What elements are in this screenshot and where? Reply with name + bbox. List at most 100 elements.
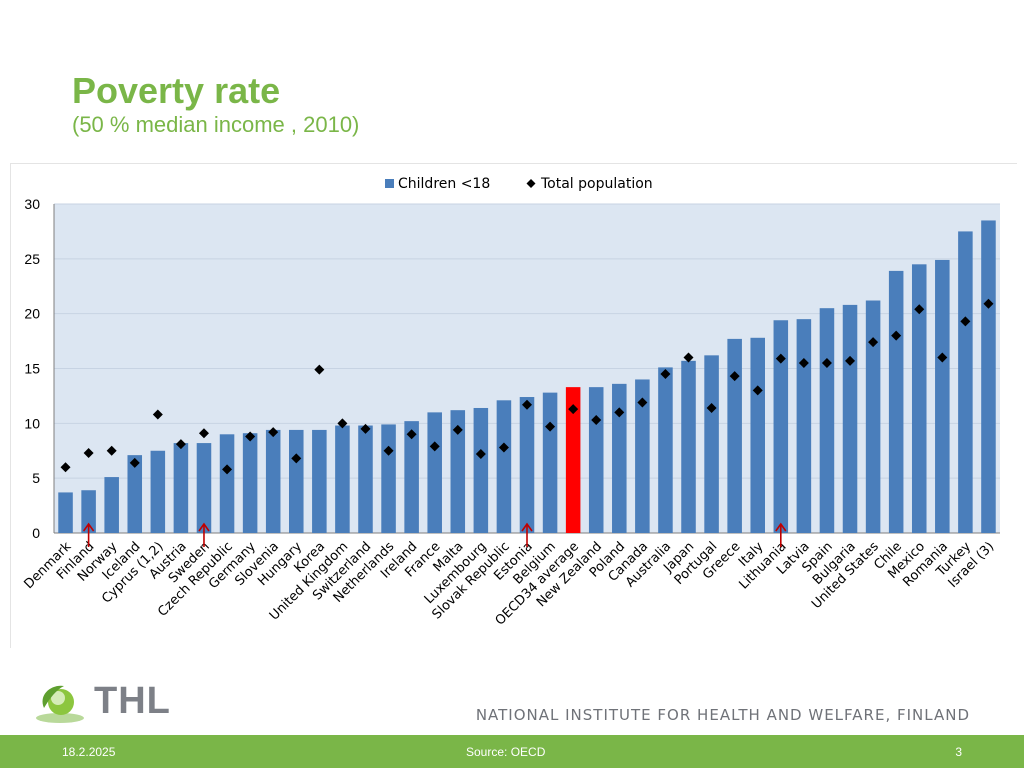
arrow-head <box>198 522 210 532</box>
marker-point <box>683 352 694 363</box>
bar <box>427 412 442 533</box>
bar <box>81 490 96 533</box>
bar <box>935 259 950 533</box>
arrow-head <box>82 522 95 532</box>
arrow-annotation <box>82 522 95 547</box>
marker-point <box>175 439 186 450</box>
bar <box>450 410 466 533</box>
y-tick-label: 10 <box>24 415 40 431</box>
marker-point <box>291 453 302 464</box>
bar <box>658 367 673 533</box>
page-number: 3 <box>955 745 962 759</box>
marker-point <box>245 431 256 442</box>
bar <box>842 304 858 533</box>
marker-point <box>868 337 879 348</box>
bar <box>681 360 696 533</box>
arrow-annotation <box>775 522 787 547</box>
footer-bar: 18.2.2025 Source: OECD 3 <box>0 735 1024 768</box>
marker-point <box>383 445 394 456</box>
bar <box>58 492 73 533</box>
marker-point <box>222 464 233 475</box>
legend-swatch-bar <box>385 179 394 188</box>
y-tick-label: 0 <box>32 525 40 541</box>
marker-point <box>775 353 786 364</box>
footer-date: 18.2.2025 <box>62 745 116 759</box>
arrow-head <box>521 522 533 532</box>
y-tick-label: 25 <box>24 251 40 267</box>
marker-point <box>845 355 856 366</box>
bar <box>796 319 812 533</box>
marker-point <box>406 429 417 440</box>
bar <box>127 455 143 533</box>
bar <box>773 320 789 533</box>
marker-point <box>637 397 648 408</box>
bar <box>150 450 166 533</box>
marker-point <box>798 358 809 369</box>
marker-point <box>960 316 971 327</box>
arrow-annotation <box>198 522 210 547</box>
thl-leaf-logo-icon <box>36 685 84 723</box>
bar <box>888 270 904 533</box>
bar <box>612 383 627 533</box>
bar <box>958 231 973 533</box>
slide-title: Poverty rate <box>72 70 281 111</box>
marker-point <box>752 385 763 396</box>
chart-frame: 0 5 10 15 20 25 30 Denmark Finland Norway Iceland C… <box>10 163 1017 648</box>
bar <box>289 429 304 533</box>
bar <box>335 425 350 533</box>
footer-source: Source: OECD <box>466 745 546 759</box>
marker-point <box>522 399 532 410</box>
bar <box>381 424 396 533</box>
marker-point <box>129 457 140 468</box>
y-tick-label: 5 <box>32 470 40 486</box>
bar <box>588 387 604 533</box>
legend-swatch-marker <box>526 179 536 188</box>
marker-point <box>729 371 740 382</box>
institute-name: NATIONAL INSTITUTE FOR HEALTH AND WELFAR… <box>475 706 970 724</box>
marker-point <box>614 407 625 418</box>
marker-point <box>545 421 556 432</box>
marker-point <box>83 447 94 458</box>
bar <box>265 429 281 533</box>
marker-point <box>591 415 602 426</box>
marker-point <box>983 298 994 309</box>
bar <box>565 387 581 533</box>
bar <box>242 433 258 533</box>
bar <box>635 379 650 533</box>
marker-point <box>821 358 832 369</box>
bar <box>542 392 558 533</box>
y-tick-label: 20 <box>24 306 40 322</box>
y-tick-label: 30 <box>24 196 40 212</box>
marker-point <box>706 402 717 413</box>
marker-point <box>914 304 925 315</box>
bar <box>750 337 765 533</box>
marker-point <box>314 364 325 375</box>
marker-point <box>268 427 279 438</box>
marker-point <box>337 418 348 429</box>
marker-point <box>452 424 463 435</box>
bar <box>196 443 212 533</box>
marker-point <box>568 404 579 415</box>
bar <box>727 338 742 533</box>
bar <box>519 397 535 533</box>
bar <box>704 355 719 533</box>
logo-text: THL <box>94 680 171 722</box>
arrow-head <box>775 522 787 532</box>
bar <box>104 477 119 533</box>
bar <box>473 407 489 533</box>
marker-point <box>429 441 440 452</box>
poverty-rate-chart: 051015202530DenmarkFinlandNorwayIcelandC… <box>21 176 1000 629</box>
marker-point <box>891 330 902 341</box>
bar <box>312 429 327 533</box>
marker-point <box>198 428 209 439</box>
marker-point <box>360 423 371 434</box>
bar <box>219 434 235 533</box>
bar <box>911 264 927 533</box>
marker-point <box>475 449 486 460</box>
marker-point <box>937 352 948 363</box>
bar <box>404 421 419 533</box>
marker-point <box>60 462 71 473</box>
bar <box>981 220 996 533</box>
slide-subtitle: (50 % median income , 2010) <box>72 112 360 137</box>
bar <box>865 300 881 533</box>
